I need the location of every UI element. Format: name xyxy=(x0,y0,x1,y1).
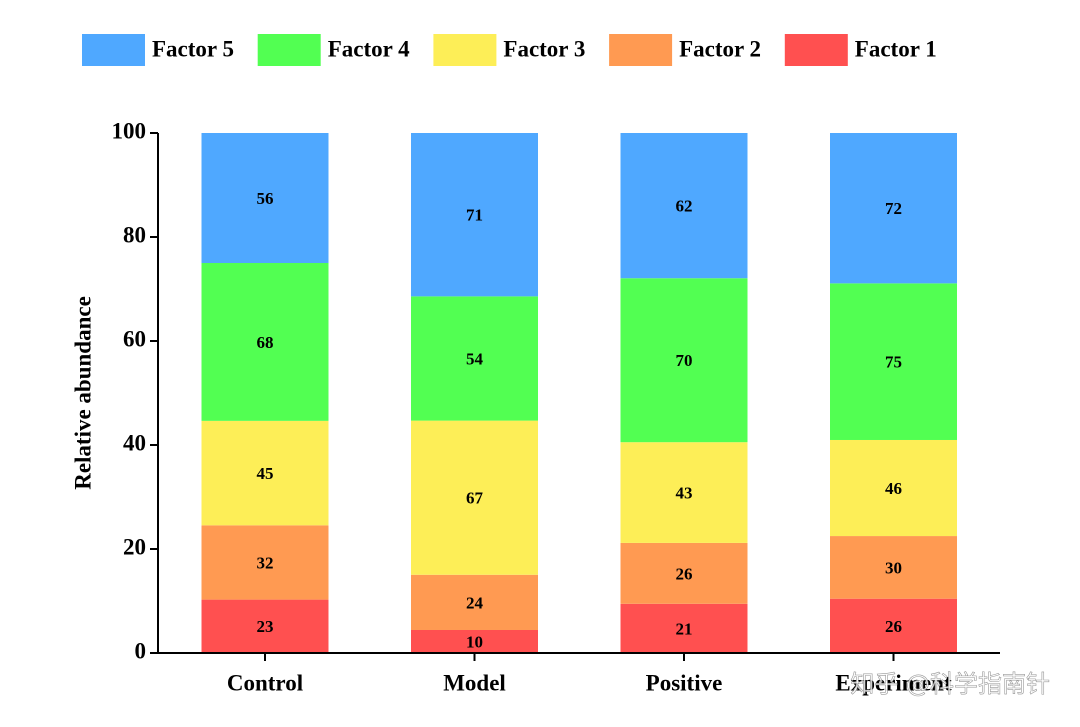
bar-segment xyxy=(830,283,957,440)
bar-segment xyxy=(620,442,748,543)
legend-label: Factor 2 xyxy=(679,36,761,61)
data-label: 32 xyxy=(257,553,274,572)
bar-segment xyxy=(201,263,329,421)
bar-segment xyxy=(830,133,957,284)
x-tick-label: Model xyxy=(443,670,506,695)
bar-segment xyxy=(201,525,329,600)
data-label: 62 xyxy=(676,197,693,216)
bar-segment xyxy=(411,133,538,297)
bar-segment xyxy=(830,598,957,653)
data-label: 21 xyxy=(676,619,693,638)
bar-segment xyxy=(830,536,957,599)
data-label: 70 xyxy=(676,351,693,370)
data-label: 54 xyxy=(466,349,484,368)
data-label: 67 xyxy=(466,489,484,508)
bar-segment xyxy=(411,420,538,575)
bar-segment xyxy=(411,574,538,630)
bar-segment xyxy=(201,599,329,653)
data-label: 26 xyxy=(676,564,693,583)
legend-swatch xyxy=(433,34,497,66)
data-label: 75 xyxy=(885,353,902,372)
y-tick-label: 40 xyxy=(123,430,146,455)
y-tick-label: 60 xyxy=(123,326,146,351)
y-tick-label: 0 xyxy=(135,638,147,663)
bar-segment xyxy=(201,133,329,263)
x-tick-label: Control xyxy=(227,670,303,695)
y-tick-label: 100 xyxy=(112,118,147,143)
legend-label: Factor 3 xyxy=(503,36,585,61)
x-tick-label: Positive xyxy=(646,670,723,695)
bar-segment xyxy=(201,420,329,526)
bar-segment xyxy=(620,278,748,443)
legend-swatch xyxy=(257,34,321,66)
data-label: 43 xyxy=(676,483,693,502)
bar-segment xyxy=(830,439,957,537)
y-tick-label: 80 xyxy=(123,222,146,247)
bar-segment xyxy=(620,542,748,604)
data-label: 68 xyxy=(257,333,274,352)
data-label: 71 xyxy=(466,206,483,225)
bar-segment xyxy=(411,629,538,653)
legend-swatch xyxy=(609,34,673,66)
data-label: 26 xyxy=(885,617,902,636)
bar-segment xyxy=(620,133,748,279)
data-label: 45 xyxy=(257,464,274,483)
legend-swatch xyxy=(784,34,848,66)
legend-swatch xyxy=(82,34,145,66)
data-label: 46 xyxy=(885,479,902,498)
legend-label: Factor 4 xyxy=(328,36,410,61)
legend-label: Factor 1 xyxy=(855,36,937,61)
watermark: 知乎 @科学指南针 xyxy=(850,670,1050,698)
data-label: 23 xyxy=(257,617,274,636)
bar-segment xyxy=(411,296,538,421)
data-label: 56 xyxy=(257,189,274,208)
data-label: 24 xyxy=(466,593,484,612)
y-axis-label: Relative abundance xyxy=(70,296,95,490)
data-label: 30 xyxy=(885,558,902,577)
x-tick-label: Experiment xyxy=(835,670,952,695)
legend-label: Factor 5 xyxy=(152,36,234,61)
data-label: 10 xyxy=(466,632,483,651)
y-tick-label: 20 xyxy=(123,534,146,559)
bar-segment xyxy=(620,603,748,653)
data-label: 72 xyxy=(885,199,902,218)
